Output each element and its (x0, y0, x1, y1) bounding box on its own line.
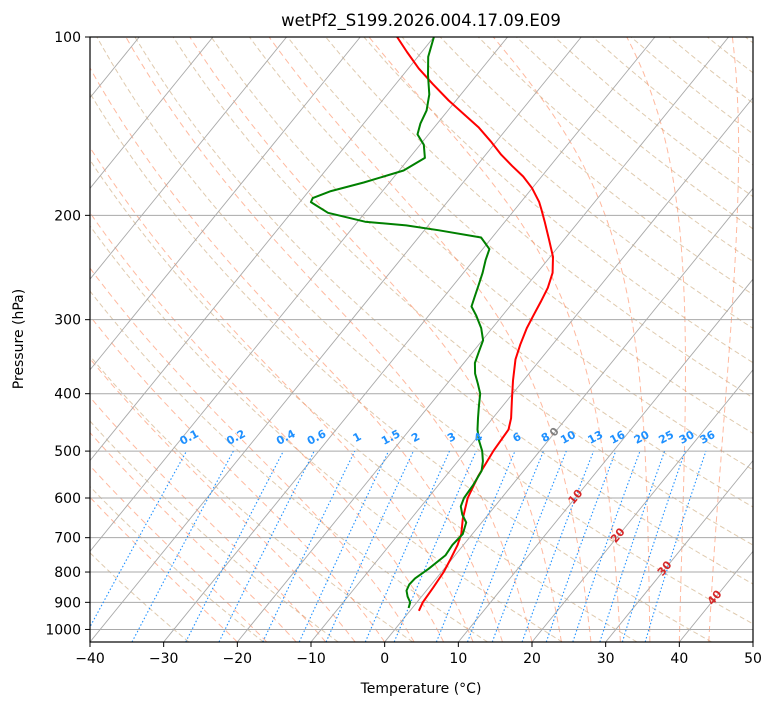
y-tick-label: 500 (54, 444, 81, 460)
chart-title: wetPf2_S199.2026.004.17.09.E09 (281, 11, 561, 31)
x-tick-label: 0 (380, 651, 389, 667)
x-tick-label: 20 (523, 651, 541, 667)
x-tick-label: 50 (744, 651, 762, 667)
x-axis-label: Temperature (°C) (360, 681, 482, 697)
x-tick-label: 40 (670, 651, 688, 667)
y-tick-label: 300 (54, 313, 81, 329)
y-tick-label: 1000 (45, 622, 81, 638)
y-tick-label: 700 (54, 531, 81, 547)
y-tick-label: 100 (54, 30, 81, 46)
y-tick-label: 900 (54, 595, 81, 611)
y-axis-label: Pressure (hPa) (11, 289, 27, 389)
x-tick-label: −20 (223, 651, 253, 667)
y-tick-label: 800 (54, 565, 81, 581)
y-tick-label: 600 (54, 491, 81, 507)
x-tick-label: 30 (597, 651, 615, 667)
x-tick-label: −10 (296, 651, 326, 667)
x-tick-label: −40 (75, 651, 105, 667)
x-tick-label: −30 (149, 651, 179, 667)
y-tick-label: 400 (54, 387, 81, 403)
y-tick-label: 200 (54, 208, 81, 224)
x-tick-label: 10 (449, 651, 467, 667)
